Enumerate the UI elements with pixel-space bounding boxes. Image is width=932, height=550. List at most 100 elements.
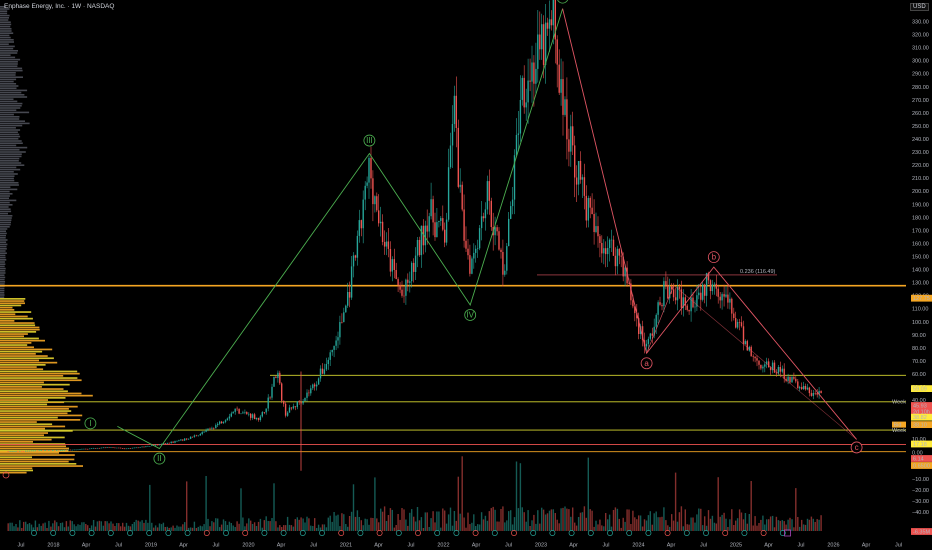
profile-bar <box>0 52 18 54</box>
candle-body <box>187 438 190 440</box>
earnings-marker[interactable] <box>415 530 421 536</box>
volume-bar <box>110 521 112 531</box>
earnings-marker[interactable] <box>184 530 191 536</box>
earnings-marker[interactable] <box>107 530 114 536</box>
earnings-marker[interactable] <box>626 530 633 536</box>
volume-bar <box>104 521 106 531</box>
candle-body <box>676 286 679 301</box>
candle-body <box>308 392 310 394</box>
earnings-marker[interactable] <box>242 530 249 536</box>
earnings-marker[interactable] <box>395 530 402 536</box>
channel-line[interactable] <box>673 285 857 440</box>
corrective-wave-line[interactable] <box>562 8 857 440</box>
earnings-marker[interactable] <box>530 530 537 536</box>
candle-body <box>61 450 64 451</box>
earnings-marker[interactable] <box>741 530 748 536</box>
earnings-marker[interactable] <box>491 530 498 536</box>
earnings-marker[interactable] <box>779 530 786 536</box>
earnings-marker[interactable] <box>472 530 479 536</box>
volume-bar <box>667 525 669 531</box>
profile-bar <box>0 63 18 65</box>
price-tick: 230.00 <box>912 150 929 156</box>
volume-bar <box>391 509 393 531</box>
profile-bar <box>0 193 13 195</box>
earnings-marker[interactable] <box>722 530 729 536</box>
earnings-marker[interactable] <box>127 530 133 536</box>
candle-body <box>211 428 213 429</box>
fib-level[interactable]: 0.236 (116.49) <box>537 269 777 276</box>
candle-body <box>744 341 747 344</box>
earnings-marker[interactable] <box>280 530 287 536</box>
volume-bar <box>736 518 739 531</box>
candle-body <box>387 241 390 249</box>
earnings-marker[interactable] <box>299 530 306 536</box>
earnings-marker[interactable] <box>760 530 767 536</box>
volume-bar <box>672 520 675 531</box>
earnings-marker[interactable] <box>203 530 210 536</box>
earnings-marker[interactable] <box>31 530 37 536</box>
currency-button[interactable]: USD <box>910 3 929 11</box>
profile-bar <box>0 212 8 215</box>
volume-bar <box>399 519 401 531</box>
dividend-marker[interactable] <box>784 529 791 537</box>
earnings-marker[interactable] <box>683 530 690 536</box>
volume-bar <box>153 527 155 531</box>
elliott-wave-lines[interactable] <box>117 8 857 450</box>
candle-body <box>228 416 231 419</box>
channel-line[interactable] <box>646 285 675 354</box>
candle-body <box>19 450 21 452</box>
candle-body <box>385 241 388 247</box>
profile-bar <box>0 127 16 129</box>
earnings-marker[interactable] <box>50 530 57 536</box>
earnings-marker[interactable] <box>664 530 671 536</box>
earnings-marker[interactable] <box>319 530 325 536</box>
earnings-marker[interactable] <box>703 530 709 536</box>
volume-bar <box>432 511 434 531</box>
earnings-marker[interactable] <box>453 530 460 536</box>
profile-bar <box>0 162 22 164</box>
earnings-marker[interactable] <box>223 530 229 536</box>
earnings-marker[interactable] <box>261 530 268 536</box>
event-markers[interactable] <box>2 471 791 537</box>
candle-body <box>110 447 112 448</box>
earnings-marker[interactable] <box>645 530 652 536</box>
candle-body <box>178 440 180 441</box>
volume-bar <box>374 477 376 531</box>
earnings-marker[interactable] <box>434 530 441 536</box>
earnings-marker[interactable] <box>88 530 95 536</box>
earnings-marker[interactable] <box>376 530 383 536</box>
price-axis[interactable]: 340.00330.00320.00310.00300.00290.00280.… <box>906 0 932 550</box>
impulse-wave-line[interactable] <box>117 8 564 450</box>
candle-body <box>154 444 157 446</box>
earnings-marker[interactable] <box>587 530 594 536</box>
time-axis[interactable]: Jul 2018 Apr Jul 2019 Apr Jul 2020 Apr Jul 2021 Apr… <box>0 539 906 550</box>
earnings-marker[interactable] <box>511 530 517 536</box>
price-tag-bg <box>911 385 932 392</box>
earnings-marker[interactable] <box>607 530 613 536</box>
volume-bar <box>61 522 64 531</box>
earnings-marker[interactable] <box>338 530 345 536</box>
candle-body <box>259 416 262 420</box>
profile-bar <box>0 254 6 257</box>
volume-bar <box>585 517 587 531</box>
horizontal-levels[interactable]: Weekly Weekly <box>0 284 910 471</box>
earnings-marker[interactable] <box>69 530 76 536</box>
candle-body <box>314 384 316 387</box>
candle-body <box>321 368 324 374</box>
profile-bar <box>0 250 6 252</box>
earnings-marker[interactable] <box>357 530 364 536</box>
volume-bar <box>459 513 461 531</box>
candle-body <box>73 449 75 451</box>
earnings-marker[interactable] <box>165 530 172 536</box>
earnings-marker[interactable] <box>568 530 575 536</box>
price-tick: 40.00 <box>912 398 926 404</box>
earnings-marker[interactable] <box>549 530 556 536</box>
profile-bar <box>0 328 40 331</box>
earnings-marker[interactable] <box>2 471 10 479</box>
profile-bar <box>0 423 53 426</box>
candle-body <box>149 446 151 447</box>
profile-bar <box>0 350 43 353</box>
earnings-marker[interactable] <box>146 530 153 536</box>
volume-bar <box>515 461 518 531</box>
